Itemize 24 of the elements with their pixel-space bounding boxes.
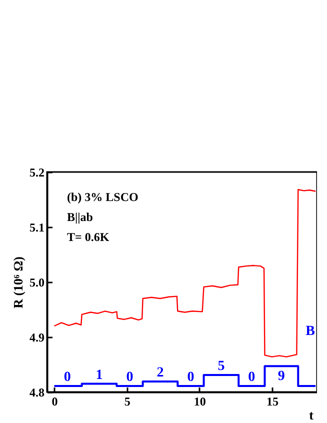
annotation: B <box>306 324 315 339</box>
annotation: 9 <box>278 369 285 384</box>
y-tick-label: 5.2 <box>30 166 44 180</box>
y-tick-label: 4.9 <box>30 330 44 344</box>
x-tick-label: 10 <box>194 394 206 408</box>
y-axis-title: R (10⁶ Ω) <box>10 256 26 308</box>
annotation: B||ab <box>67 210 94 224</box>
annotation: 5 <box>218 358 225 374</box>
annotation: 1 <box>96 368 103 383</box>
x-tick-label: 0 <box>52 394 58 408</box>
y-tick-label: 5.0 <box>30 276 44 290</box>
annotation: (b) 3% LSCO <box>67 190 138 204</box>
x-tick-label: 15 <box>266 394 278 408</box>
line-series <box>54 189 316 358</box>
annotation: 0 <box>64 370 71 385</box>
annotation: 2 <box>156 366 164 381</box>
y-tick-label: 5.1 <box>30 220 44 234</box>
annotation: 0 <box>126 370 134 385</box>
y-tick-label: 4.8 <box>30 386 44 400</box>
annotation: 0 <box>248 370 256 385</box>
annotation: 0 <box>187 370 194 385</box>
x-axis-title: t <box>309 408 314 422</box>
x-tick-label: 5 <box>124 394 130 408</box>
annotation: T= 0.6K <box>67 230 110 244</box>
